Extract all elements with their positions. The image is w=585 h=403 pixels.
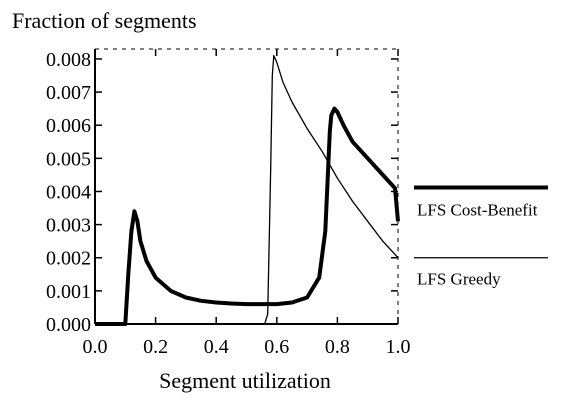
y-axis: 0.000 0.001 0.002 0.003 0.004 0.005 0.006 0.007…: [46, 49, 398, 336]
x-tick-label: 1.0: [386, 336, 411, 358]
series-line-lfs-greedy: [95, 54, 399, 325]
x-tick-label: 0.0: [83, 336, 108, 358]
x-tick-label: 0.2: [143, 336, 168, 358]
y-tick-label: 0.000: [46, 314, 91, 336]
x-tick-label: 0.4: [204, 336, 229, 358]
y-tick-label: 0.003: [46, 215, 91, 237]
y-tick-label: 0.001: [46, 281, 91, 303]
y-tick-label: 0.006: [46, 115, 91, 137]
series-layer: [95, 54, 400, 326]
series-line-lfs-cost-benefit: [95, 106, 400, 326]
x-axis: 0.0 0.2 0.4 0.6 0.8 1.0: [83, 49, 411, 358]
legend: LFS Cost-Benefit LFS Greedy: [414, 185, 548, 289]
legend-label-lfs-greedy: LFS Greedy: [417, 270, 501, 289]
chart-title: Fraction of segments: [12, 8, 197, 33]
y-tick-label: 0.007: [46, 82, 91, 104]
plot-frame: [94, 48, 399, 325]
x-tick-label: 0.8: [325, 336, 350, 358]
x-tick-label: 0.6: [264, 336, 289, 358]
y-tick-label: 0.008: [46, 49, 91, 71]
x-axis-label: Segment utilization: [159, 368, 331, 393]
y-tick-label: 0.002: [46, 248, 91, 270]
y-tick-label: 0.004: [46, 181, 91, 203]
legend-label-lfs-cost-benefit: LFS Cost-Benefit: [417, 200, 538, 219]
y-tick-label: 0.005: [46, 148, 91, 170]
